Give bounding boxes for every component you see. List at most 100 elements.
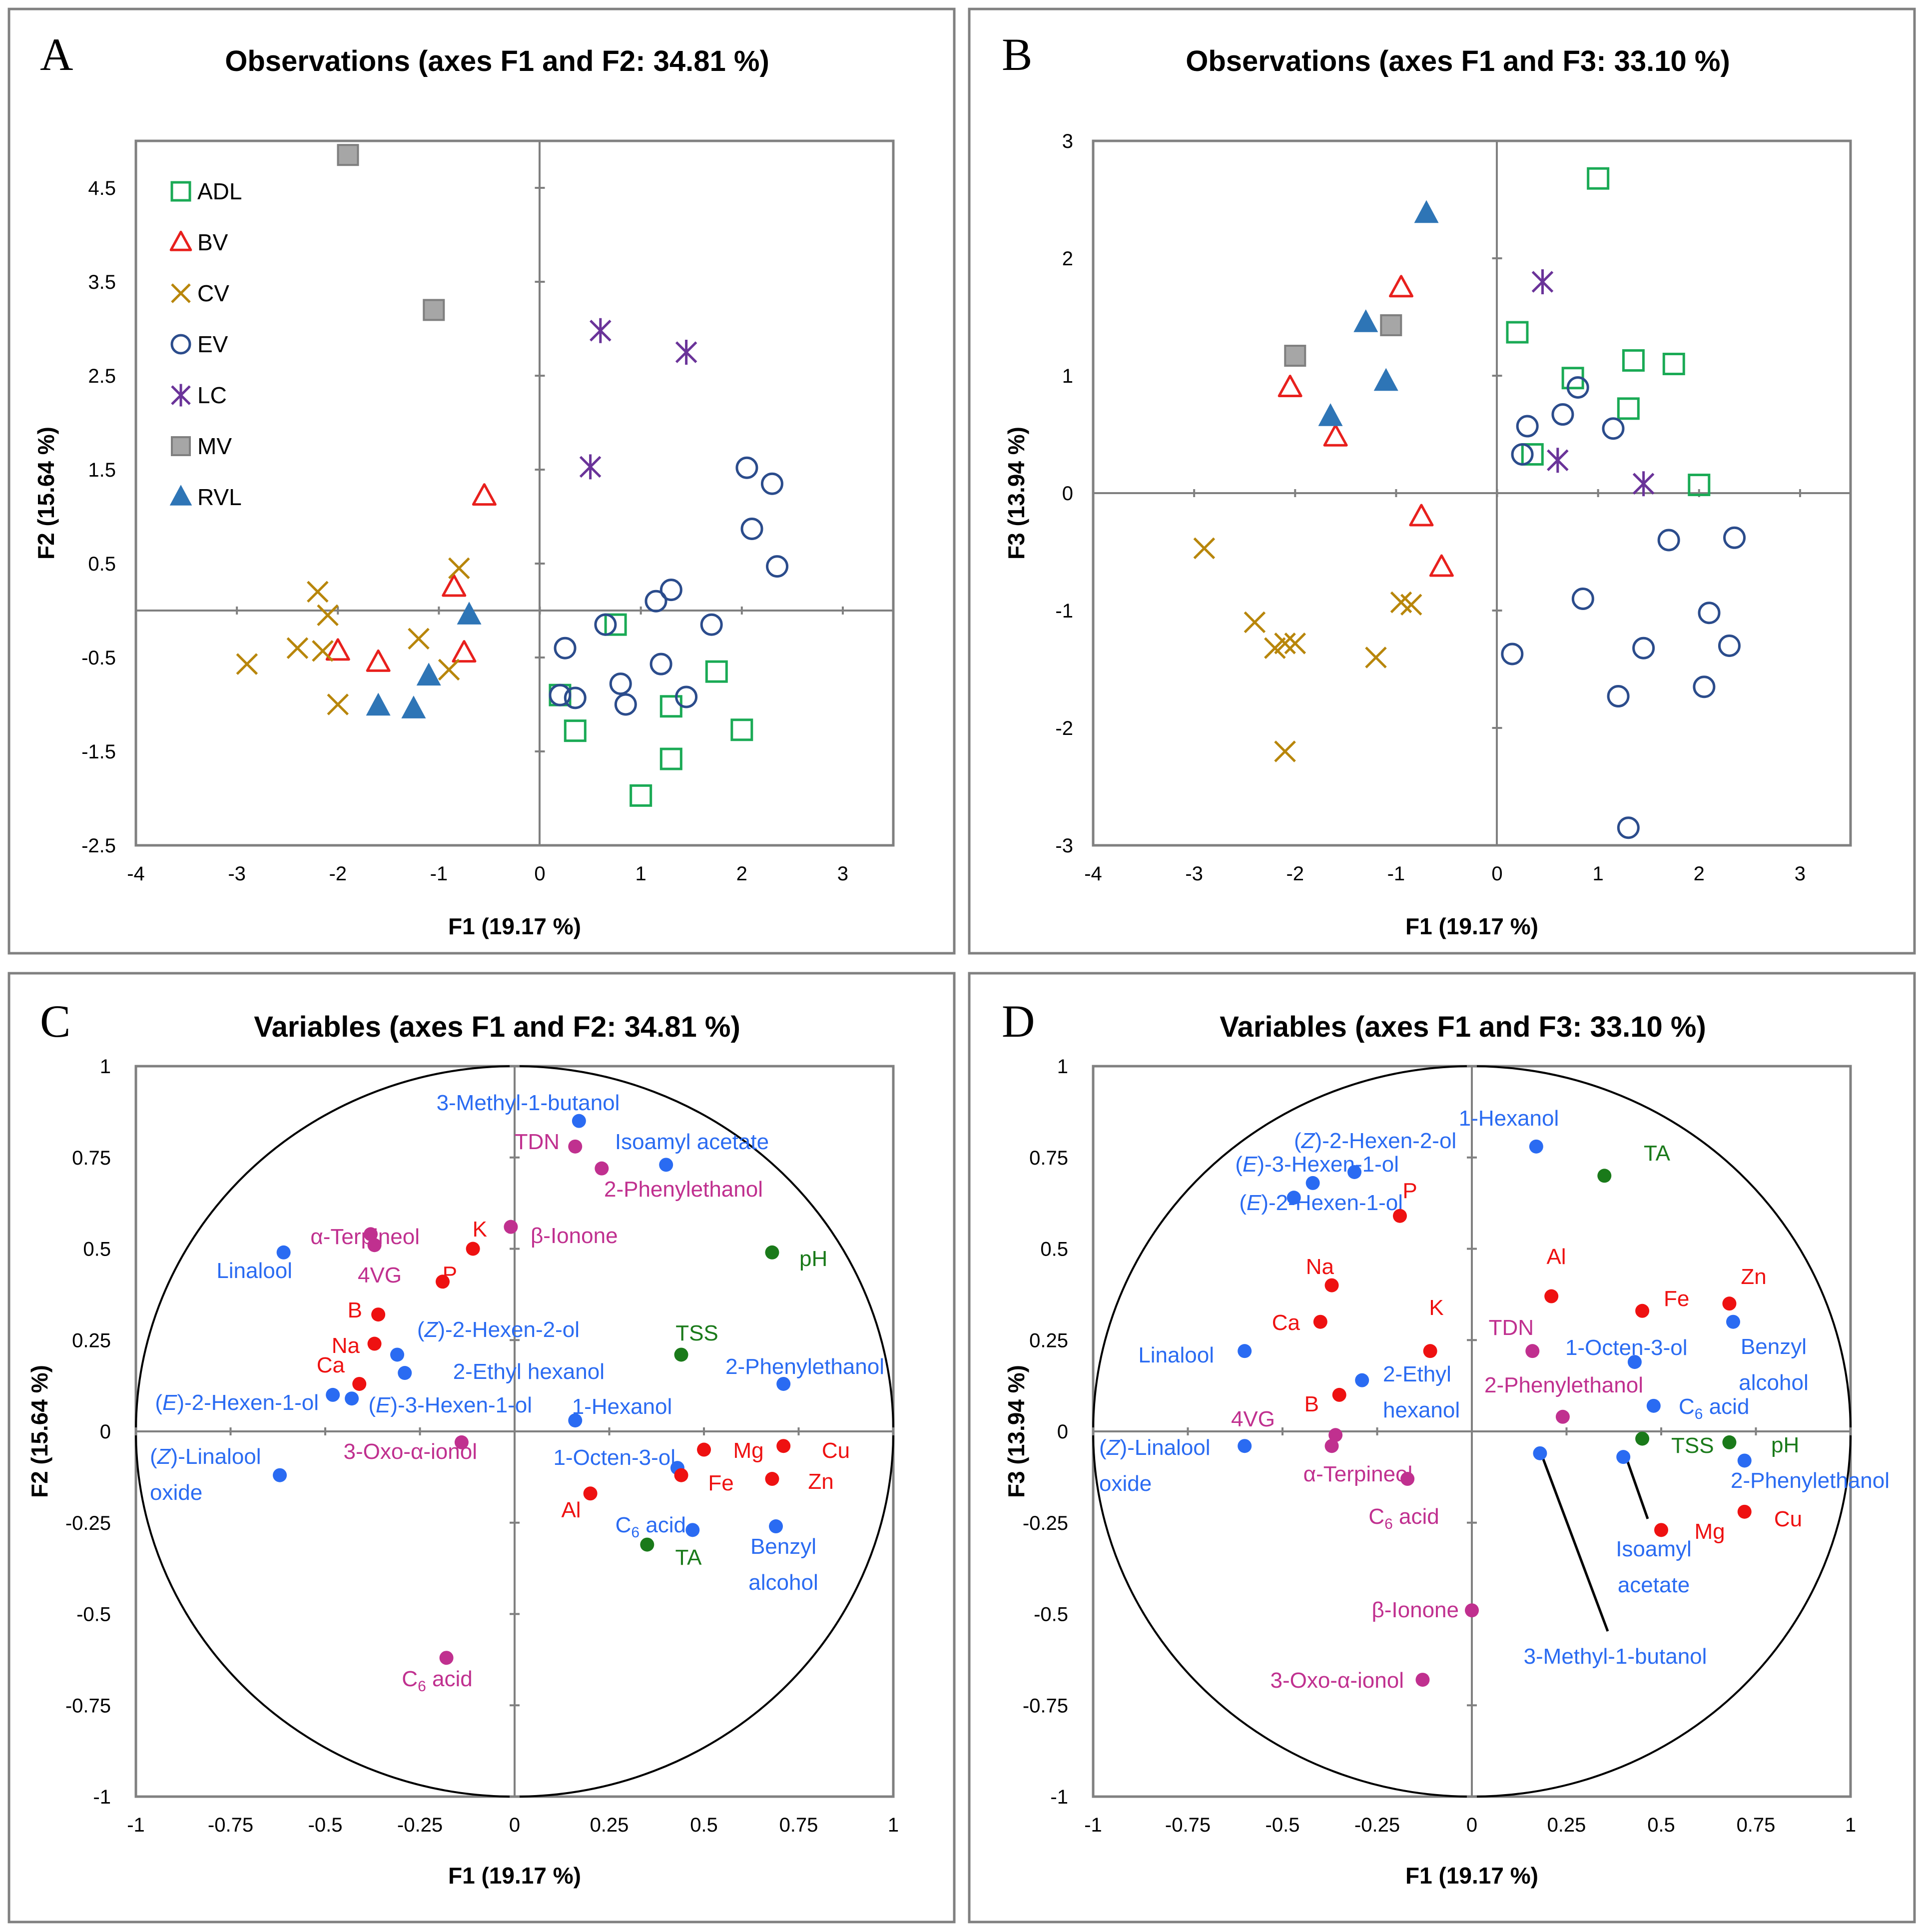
variable-point-fe (674, 1468, 688, 1482)
x-tick-label: -3 (228, 863, 246, 885)
point-bv-1 (442, 574, 467, 597)
variable-label-b: B (348, 1298, 362, 1322)
panel-b-points (1193, 167, 1746, 839)
variable-point-mg (697, 1442, 711, 1457)
x-tick-label: 0.5 (1647, 1814, 1675, 1836)
point-cv-5 (408, 628, 430, 650)
variable-label-c6-acid: C6 acid (1368, 1504, 1439, 1532)
point-adl-2-shape (1622, 349, 1645, 372)
point-ev-13 (549, 683, 572, 706)
point-adl-4-shape (659, 747, 682, 770)
y-tick-label: 0.25 (1029, 1329, 1068, 1351)
variable-point-e-3-hexen-1-ol (1305, 1176, 1320, 1190)
y-tick-label: -1 (1055, 600, 1073, 622)
point-ev-4 (659, 579, 682, 602)
variable-point-3-oxo-ionol (454, 1435, 469, 1449)
variable-label-k: K (1429, 1295, 1443, 1320)
variable-label-linalool: Linalool (216, 1259, 292, 1283)
point-ev-9 (1718, 635, 1741, 657)
point-adl-5 (730, 718, 753, 741)
label-part: )-Linalool (1120, 1435, 1211, 1460)
y-tick-label: 0 (100, 1421, 111, 1443)
variable-label-ca: Ca (317, 1353, 345, 1377)
legend-label-ev: EV (197, 331, 228, 357)
point-ev-10-shape (609, 672, 632, 695)
legend-item-adl: ADL (170, 178, 242, 204)
y-tick-label: 1.5 (88, 459, 116, 481)
variable-point-linalool (276, 1245, 291, 1260)
point-bv-0 (472, 483, 497, 506)
variable-label-fe: Fe (1664, 1287, 1689, 1311)
variable-label-terpineol: α-Terpineol (310, 1225, 420, 1249)
x-tick-label: 0 (509, 1814, 520, 1836)
point-cv-3 (312, 640, 334, 662)
panel-d-points: 1-Hexanol(Z)-2-Hexen-2-olTA(E)-3-Hexen-1… (1099, 1106, 1890, 1693)
x-tick-label: -0.75 (1165, 1814, 1211, 1836)
label-part: 6 (1695, 1406, 1703, 1422)
point-adl-1 (659, 695, 682, 718)
point-lc-0-shape (1531, 269, 1554, 294)
point-ev-3 (1602, 417, 1625, 440)
point-ev-2 (1566, 376, 1589, 399)
legend-marker-mv-shape (171, 436, 191, 456)
variable-point-4vg (367, 1238, 382, 1253)
variable-point-tss (674, 1347, 688, 1362)
point-rvl-0-shape (457, 602, 482, 625)
variable-label-benzyl: Benzyl (1741, 1334, 1807, 1359)
legend-marker-cv (171, 283, 191, 303)
y-tick-label: 0.5 (88, 553, 116, 575)
leader-line-isoamyl-acetate (1624, 1454, 1649, 1519)
label-part: ( (417, 1317, 425, 1342)
point-rvl-0-shape (1414, 200, 1439, 223)
variable-label-ta: TA (1644, 1141, 1671, 1166)
label-part: Z (1301, 1129, 1316, 1153)
panel-a-plot-area (134, 139, 895, 847)
point-mv-1-shape (1380, 314, 1402, 336)
x-tick-label: 0.25 (1547, 1814, 1586, 1836)
legend-label-lc: LC (197, 382, 227, 408)
x-tick-label: -2 (329, 863, 347, 885)
point-lc-0-shape (590, 318, 612, 343)
legend-label-adl: ADL (197, 178, 242, 204)
point-rvl-3-shape (1318, 403, 1343, 426)
point-rvl-1 (416, 662, 441, 686)
y-tick-label: 2.5 (88, 365, 116, 387)
variable-point-ionone (504, 1220, 518, 1234)
variable-label-ph: pH (1771, 1433, 1799, 1457)
label-part: 6 (1384, 1516, 1393, 1532)
point-ev-7 (554, 637, 577, 659)
variable-point-al (1544, 1289, 1559, 1303)
point-adl-3 (1662, 353, 1685, 375)
variable-point-tdn (1525, 1344, 1540, 1358)
point-bv-3-shape (366, 649, 391, 672)
point-lc-0 (1531, 269, 1554, 294)
leader-line-3-methyl-1-butanol (1540, 1453, 1609, 1632)
point-rvl-2-shape (1373, 368, 1398, 391)
legend-marker-cv-shape (171, 283, 191, 303)
y-tick-label: 1 (1057, 1056, 1068, 1078)
variable-label-oxide: oxide (1099, 1471, 1152, 1496)
point-ev-4-shape (1511, 443, 1534, 466)
point-adl-0-shape (604, 613, 627, 636)
x-tick-label: -4 (1084, 863, 1102, 885)
variable-label-acetate: acetate (1618, 1573, 1690, 1597)
label-part: ( (1239, 1191, 1247, 1215)
legend-marker-bv-shape (169, 230, 192, 251)
point-adl-4 (659, 747, 682, 770)
point-cv-1-shape (1244, 611, 1266, 634)
legend-marker-mv (171, 436, 191, 456)
variable-point-c6-acid (1646, 1398, 1661, 1413)
y-tick-label: 0.75 (1029, 1147, 1068, 1169)
point-cv-6-shape (1400, 594, 1422, 616)
point-cv-8 (1274, 740, 1296, 762)
point-lc-2-shape (579, 454, 602, 480)
variable-point-p (435, 1275, 450, 1289)
panel-d: D Variables (axes F1 and F3: 33.10 %) -1… (968, 972, 1916, 1924)
x-tick-label: 0.5 (690, 1814, 718, 1836)
variable-label-e-2-hexen-1-ol: (E)-2-Hexen-1-ol (155, 1390, 319, 1415)
variable-point-2-ethyl-hexanol (1355, 1373, 1369, 1387)
point-bv-2-shape (452, 640, 477, 663)
x-tick-label: -1 (1387, 863, 1405, 885)
variable-point-isoamyl-acetate (1616, 1450, 1631, 1464)
x-tick-label: 1 (1593, 863, 1604, 885)
